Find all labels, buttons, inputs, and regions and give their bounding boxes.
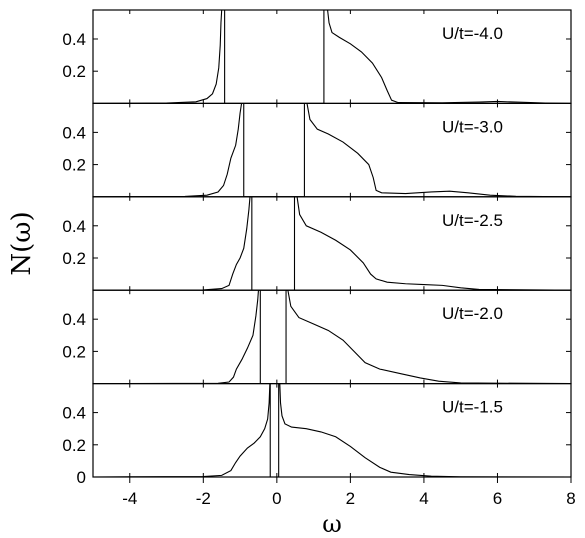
x-tick-label: 0 bbox=[272, 489, 281, 508]
dos-curve bbox=[93, 290, 571, 384]
y-tick-label: 0.4 bbox=[62, 217, 86, 236]
panel-3: 0.2 0.4 U/t=-2.5 bbox=[62, 196, 572, 291]
panel-label: U/t=-1.5 bbox=[442, 398, 503, 417]
panel-2: 0.2 0.4 U/t=-3.0 bbox=[62, 102, 572, 198]
panel-5: 0 0.2 0.4 U/t=-1.5 bbox=[62, 383, 572, 487]
panel-label: U/t=-3.0 bbox=[442, 117, 503, 136]
panel-frame bbox=[92, 383, 572, 478]
y-tick-label: 0.4 bbox=[62, 30, 86, 49]
x-tick-label: 6 bbox=[493, 489, 502, 508]
y-tick-label: 0.2 bbox=[62, 342, 86, 361]
panel-4: 0.2 0.4 U/t=-2.0 bbox=[62, 289, 572, 385]
dos-curve bbox=[93, 103, 571, 197]
x-tick-label: 2 bbox=[346, 489, 355, 508]
x-axis-title: ω bbox=[322, 510, 342, 538]
y-tick-label: 0.2 bbox=[62, 249, 86, 268]
y-tick-label: 0.4 bbox=[62, 404, 86, 423]
y-tick-label: 0 bbox=[77, 468, 86, 487]
panel-label: U/t=-4.0 bbox=[442, 24, 503, 43]
panel-label: U/t=-2.5 bbox=[442, 211, 503, 230]
x-tick-label: 4 bbox=[419, 489, 428, 508]
y-tick-label: 0.4 bbox=[62, 123, 86, 142]
y-tick-label: 0.2 bbox=[62, 156, 86, 175]
x-axis: -4 -2 0 2 4 6 8 bbox=[122, 477, 576, 508]
dos-curve bbox=[93, 10, 571, 104]
dos-curve bbox=[93, 196, 571, 291]
dos-curve bbox=[93, 383, 571, 478]
panels-group: 0.2 0.4 U/t=-4.0 0.2 0.4 U/t=-3.0 0.2 0.4 U/t=-2… bbox=[62, 9, 572, 487]
y-axis-title: N(ω) bbox=[7, 211, 37, 275]
panel-1: 0.2 0.4 U/t=-4.0 bbox=[62, 9, 572, 105]
y-tick-label: 0.4 bbox=[62, 310, 86, 329]
panel-label: U/t=-2.0 bbox=[442, 304, 503, 323]
x-tick-label: -2 bbox=[196, 489, 211, 508]
y-tick-label: 0.2 bbox=[62, 436, 86, 455]
y-tick-label: 0.2 bbox=[62, 62, 86, 81]
x-tick-label: -4 bbox=[122, 489, 137, 508]
x-tick-label: 8 bbox=[566, 489, 575, 508]
